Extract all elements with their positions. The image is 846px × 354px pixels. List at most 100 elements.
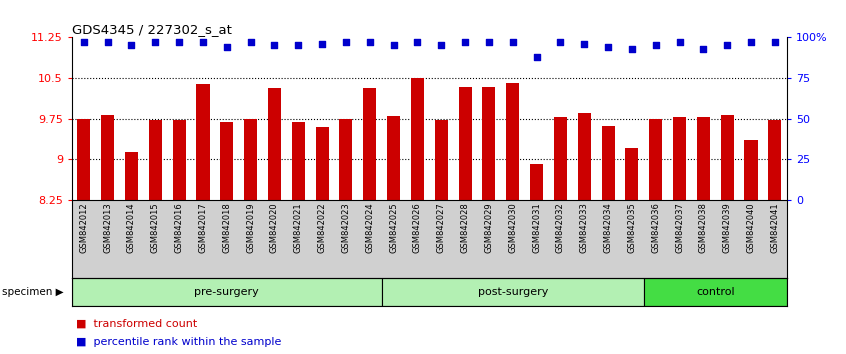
Text: post-surgery: post-surgery bbox=[477, 287, 548, 297]
Point bbox=[410, 39, 424, 45]
Point bbox=[696, 46, 710, 51]
Text: ■  transformed count: ■ transformed count bbox=[76, 319, 197, 329]
Text: GSM842027: GSM842027 bbox=[437, 202, 446, 253]
Bar bbox=[72, 278, 382, 306]
Bar bbox=[435, 120, 448, 200]
Point bbox=[768, 39, 782, 45]
Bar bbox=[411, 78, 424, 200]
Bar bbox=[578, 113, 591, 200]
Bar bbox=[602, 126, 614, 200]
Bar bbox=[292, 122, 305, 200]
Text: GSM842015: GSM842015 bbox=[151, 202, 160, 253]
Text: GSM842012: GSM842012 bbox=[80, 202, 88, 253]
Bar bbox=[482, 87, 496, 200]
Text: GSM842023: GSM842023 bbox=[342, 202, 350, 253]
Text: GSM842022: GSM842022 bbox=[317, 202, 327, 253]
Bar bbox=[268, 88, 281, 200]
Point bbox=[267, 42, 281, 48]
Bar bbox=[459, 87, 471, 200]
Text: pre-surgery: pre-surgery bbox=[195, 287, 259, 297]
Bar bbox=[649, 119, 662, 200]
Point bbox=[578, 41, 591, 46]
Point bbox=[673, 39, 686, 45]
Bar bbox=[102, 115, 114, 200]
Point bbox=[173, 39, 186, 45]
Bar bbox=[339, 119, 353, 200]
Text: GSM842034: GSM842034 bbox=[603, 202, 613, 253]
Point bbox=[602, 44, 615, 50]
Point bbox=[292, 42, 305, 48]
Point bbox=[316, 41, 329, 46]
Text: GSM842016: GSM842016 bbox=[174, 202, 184, 253]
Bar bbox=[697, 117, 710, 200]
Point bbox=[625, 46, 639, 51]
Point bbox=[530, 54, 543, 59]
Text: GSM842035: GSM842035 bbox=[628, 202, 636, 253]
Text: GSM842037: GSM842037 bbox=[675, 202, 684, 253]
Bar bbox=[530, 164, 543, 200]
Text: GSM842040: GSM842040 bbox=[746, 202, 755, 253]
Bar bbox=[644, 278, 787, 306]
Bar bbox=[673, 117, 686, 200]
Point bbox=[363, 39, 376, 45]
Point bbox=[721, 42, 734, 48]
Bar bbox=[721, 115, 733, 200]
Text: GSM842039: GSM842039 bbox=[722, 202, 732, 253]
Bar bbox=[125, 152, 138, 200]
Point bbox=[459, 39, 472, 45]
Point bbox=[220, 44, 233, 50]
Bar bbox=[363, 88, 376, 200]
Text: GSM842036: GSM842036 bbox=[651, 202, 660, 253]
Bar bbox=[382, 278, 644, 306]
Text: GSM842013: GSM842013 bbox=[103, 202, 113, 253]
Point bbox=[435, 42, 448, 48]
Text: GSM842014: GSM842014 bbox=[127, 202, 136, 253]
Bar bbox=[220, 122, 233, 200]
Point bbox=[744, 39, 758, 45]
Text: GSM842025: GSM842025 bbox=[389, 202, 398, 253]
Bar bbox=[506, 83, 519, 200]
Bar bbox=[244, 119, 257, 200]
Text: GSM842033: GSM842033 bbox=[580, 202, 589, 253]
Text: GSM842024: GSM842024 bbox=[365, 202, 374, 253]
Point bbox=[553, 39, 567, 45]
Text: GSM842028: GSM842028 bbox=[460, 202, 470, 253]
Text: GSM842029: GSM842029 bbox=[485, 202, 493, 253]
Text: GSM842032: GSM842032 bbox=[556, 202, 565, 253]
Bar bbox=[173, 120, 185, 200]
Text: GSM842017: GSM842017 bbox=[199, 202, 207, 253]
Point bbox=[77, 39, 91, 45]
Text: GSM842026: GSM842026 bbox=[413, 202, 422, 253]
Bar bbox=[149, 120, 162, 200]
Bar bbox=[554, 117, 567, 200]
Text: GSM842038: GSM842038 bbox=[699, 202, 708, 253]
Point bbox=[482, 39, 496, 45]
Point bbox=[506, 39, 519, 45]
Text: GSM842018: GSM842018 bbox=[222, 202, 231, 253]
Bar bbox=[744, 140, 757, 200]
Bar bbox=[316, 127, 328, 200]
Point bbox=[649, 42, 662, 48]
Text: GSM842019: GSM842019 bbox=[246, 202, 255, 253]
Point bbox=[101, 39, 114, 45]
Text: ■  percentile rank within the sample: ■ percentile rank within the sample bbox=[76, 337, 282, 347]
Bar bbox=[77, 119, 91, 200]
Point bbox=[124, 42, 138, 48]
Bar bbox=[387, 116, 400, 200]
Bar bbox=[196, 84, 210, 200]
Bar bbox=[768, 120, 782, 200]
Point bbox=[339, 39, 353, 45]
Text: GSM842021: GSM842021 bbox=[294, 202, 303, 253]
Bar bbox=[625, 148, 639, 200]
Point bbox=[387, 42, 400, 48]
Text: GDS4345 / 227302_s_at: GDS4345 / 227302_s_at bbox=[72, 23, 232, 36]
Point bbox=[244, 39, 257, 45]
Text: control: control bbox=[696, 287, 734, 297]
Text: GSM842041: GSM842041 bbox=[771, 202, 779, 253]
Text: GSM842030: GSM842030 bbox=[508, 202, 517, 253]
Text: specimen ▶: specimen ▶ bbox=[2, 287, 63, 297]
Point bbox=[196, 39, 210, 45]
Point bbox=[149, 39, 162, 45]
Text: GSM842031: GSM842031 bbox=[532, 202, 541, 253]
Text: GSM842020: GSM842020 bbox=[270, 202, 279, 253]
